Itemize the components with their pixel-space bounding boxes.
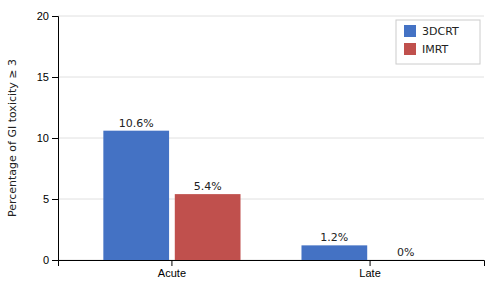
tick-label: 5	[43, 193, 49, 205]
legend-label: IMRT	[422, 43, 449, 56]
tick-label: 10	[37, 132, 49, 144]
legend-frame	[396, 20, 480, 64]
tick-label: 0	[43, 254, 49, 266]
bars	[103, 131, 367, 260]
y-tick: 20	[37, 10, 58, 22]
data-labels: 10.6% 1.2% 5.4% 0%	[119, 117, 415, 259]
data-label: 0%	[397, 246, 414, 259]
tick-label: 15	[37, 71, 49, 83]
bar	[103, 131, 169, 260]
tick-label: Late	[359, 267, 380, 279]
y-axis-title: Percentage of GI toxicity ≥ 3	[6, 59, 19, 217]
tick-label: Acute	[158, 267, 186, 279]
grid-line	[58, 16, 484, 17]
legend-swatch	[404, 43, 416, 55]
legend-swatch	[404, 25, 416, 37]
bar-series	[103, 131, 367, 260]
y-axis: 0 5 10 15 20	[37, 10, 59, 266]
grid-line	[58, 77, 484, 78]
plot: 10.6% 1.2% 5.4% 0% Acute Late 0 5 10 15 20 3DCRT IMR…	[37, 10, 485, 279]
axis-line	[59, 261, 485, 267]
axis-line	[52, 17, 59, 261]
y-tick: 0	[43, 254, 58, 266]
tick-mark	[52, 199, 58, 200]
bar	[301, 245, 367, 260]
data-label: 1.2%	[320, 231, 348, 244]
y-tick: 5	[43, 193, 58, 205]
data-label: 10.6%	[119, 117, 154, 130]
y-tick: 10	[37, 132, 58, 144]
tick-mark	[171, 260, 172, 266]
data-label: 5.4%	[194, 180, 222, 193]
x-axis: Acute Late	[59, 260, 485, 279]
legend: 3DCRT IMRT	[396, 20, 480, 64]
tick-label: 20	[37, 10, 49, 22]
tick-mark	[52, 260, 58, 261]
chart: 10.6% 1.2% 5.4% 0% Acute Late 0 5 10 15 20 3DCRT IMR…	[0, 0, 500, 290]
bar	[373, 260, 439, 261]
bar-series	[175, 194, 241, 260]
x-tick: Late	[359, 260, 380, 279]
bar	[175, 194, 241, 260]
tick-mark	[52, 77, 58, 78]
tick-mark	[52, 138, 58, 139]
tick-mark	[52, 16, 58, 17]
tick-mark	[370, 260, 371, 266]
legend-item: IMRT	[404, 43, 449, 56]
y-tick: 15	[37, 71, 58, 83]
x-tick: Acute	[158, 260, 186, 279]
legend-label: 3DCRT	[422, 25, 459, 38]
grid	[58, 16, 484, 260]
legend-item: 3DCRT	[404, 25, 459, 38]
